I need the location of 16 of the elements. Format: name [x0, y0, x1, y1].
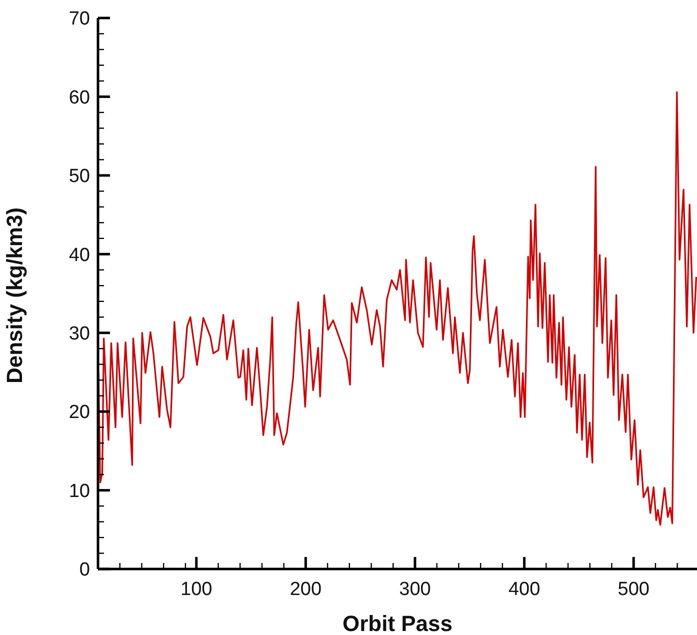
y-tick-label: 40	[68, 244, 90, 266]
x-tick-label: 100	[180, 579, 212, 600]
y-tick-label: 10	[68, 480, 90, 502]
y-tick-label: 0	[79, 560, 90, 581]
y-tick-label: 70	[68, 8, 90, 30]
y-axis-title: Density (kg/km3)	[2, 207, 27, 384]
x-tick-label: 200	[290, 579, 322, 600]
line-series	[98, 91, 697, 526]
x-tick-label: 300	[399, 579, 431, 600]
x-tick-label: 500	[618, 579, 650, 600]
y-tick-label: 30	[68, 324, 90, 345]
y-tick-label: 50	[68, 166, 90, 188]
y-tick-label: 60	[68, 87, 90, 108]
x-tick-label: 400	[508, 579, 540, 600]
x-axis-title: Orbit Pass	[342, 611, 453, 635]
y-tick-label: 20	[68, 402, 90, 424]
